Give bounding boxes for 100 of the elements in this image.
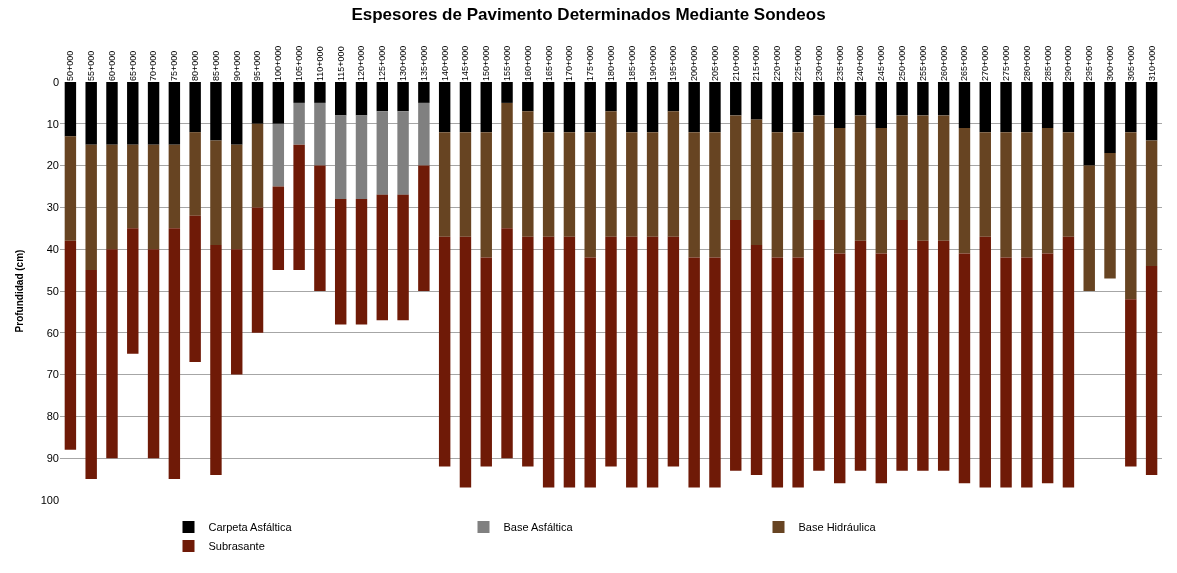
y-tick-label: 10: [46, 117, 59, 130]
legend-label: Base Hidráulica: [798, 521, 877, 534]
bar: [563, 132, 576, 237]
bar: [85, 82, 97, 145]
x-tick-label: 90+000: [231, 50, 242, 81]
bar: [813, 219, 825, 471]
bar: [251, 207, 264, 333]
bar: [584, 132, 596, 258]
bar: [750, 82, 763, 120]
x-tick-label: 270+000: [980, 45, 991, 81]
bar: [127, 228, 139, 354]
bar: [210, 245, 222, 475]
bar: [1021, 82, 1033, 133]
x-tick-label: 185+000: [626, 45, 637, 81]
y-tick-label: 60: [46, 326, 59, 339]
bar: [397, 82, 409, 112]
bar: [854, 240, 867, 471]
bar: [106, 144, 118, 250]
bar: [127, 144, 139, 229]
x-tick-label: 80+000: [190, 50, 201, 81]
bar: [459, 132, 472, 237]
bar: [792, 132, 804, 258]
bar: [834, 253, 846, 484]
bar: [563, 82, 576, 133]
bar: [418, 102, 430, 166]
bar: [418, 165, 430, 291]
bar: [834, 82, 846, 128]
x-tick-label: 250+000: [897, 45, 908, 81]
x-tick-label: 95+000: [252, 50, 263, 81]
x-tick-label: 105+000: [294, 45, 305, 81]
bar: [875, 253, 888, 484]
bar: [896, 82, 908, 116]
bar: [210, 82, 222, 141]
bar: [189, 82, 201, 133]
bar: [64, 136, 77, 241]
bar: [771, 257, 784, 488]
bar: [626, 236, 638, 488]
x-tick-label: 155+000: [501, 45, 512, 81]
y-tick-label: 30: [46, 201, 59, 214]
bar: [480, 82, 492, 133]
bar: [584, 82, 596, 133]
x-tick-label: 175+000: [585, 45, 596, 81]
bar: [106, 249, 118, 459]
bar: [314, 82, 326, 103]
bar: [231, 82, 243, 145]
bar: [646, 132, 659, 237]
bar: [958, 253, 971, 484]
bar: [480, 132, 492, 258]
y-tick-label: 0: [52, 75, 59, 88]
x-tick-label: 170+000: [564, 45, 575, 81]
x-tick-label: 130+000: [398, 45, 408, 81]
bar: [334, 115, 347, 200]
x-tick-label: 150+000: [481, 45, 492, 81]
bar: [438, 236, 451, 467]
y-tick-label: 90: [46, 452, 59, 465]
bar: [917, 240, 929, 471]
bar: [688, 132, 700, 258]
x-tick-label: 135+000: [418, 45, 429, 81]
bar: [937, 240, 950, 471]
bar: [397, 194, 409, 321]
bar: [1000, 257, 1012, 488]
bar: [1104, 153, 1116, 279]
bar: [1125, 299, 1137, 467]
x-tick-label: 255+000: [917, 45, 928, 81]
bar: [251, 82, 264, 124]
bar: [314, 102, 326, 166]
bar: [168, 82, 181, 145]
bar: [480, 257, 492, 467]
bar: [667, 111, 680, 237]
bar: [584, 257, 596, 488]
bar: [438, 132, 451, 237]
bar: [730, 82, 742, 116]
bar: [792, 257, 804, 488]
x-tick-label: 85+000: [210, 50, 221, 81]
bar: [64, 82, 77, 137]
bar: [127, 82, 139, 145]
bar: [917, 115, 929, 241]
y-axis-title: Profundidad (cm): [13, 249, 25, 333]
bar: [459, 236, 472, 488]
legend-label: Subrasante: [208, 540, 265, 553]
bar: [688, 82, 700, 133]
x-tick-label: 200+000: [689, 45, 700, 81]
bar: [1104, 82, 1116, 154]
bar: [1125, 82, 1137, 133]
bar: [376, 111, 388, 195]
y-tick-label: 40: [46, 243, 59, 256]
bar: [730, 115, 742, 220]
bar: [293, 144, 305, 271]
bar: [958, 82, 971, 128]
bar: [709, 257, 721, 488]
x-tick-label: 235+000: [834, 45, 845, 81]
bar: [605, 111, 617, 237]
x-tick-label: 285+000: [1042, 45, 1053, 81]
bar: [979, 132, 991, 237]
bar: [937, 115, 950, 241]
x-tick-label: 205+000: [709, 45, 720, 81]
x-tick-label: 55+000: [86, 50, 97, 81]
bar: [147, 144, 160, 250]
y-tick-label: 80: [46, 410, 59, 423]
bar: [1083, 165, 1095, 291]
